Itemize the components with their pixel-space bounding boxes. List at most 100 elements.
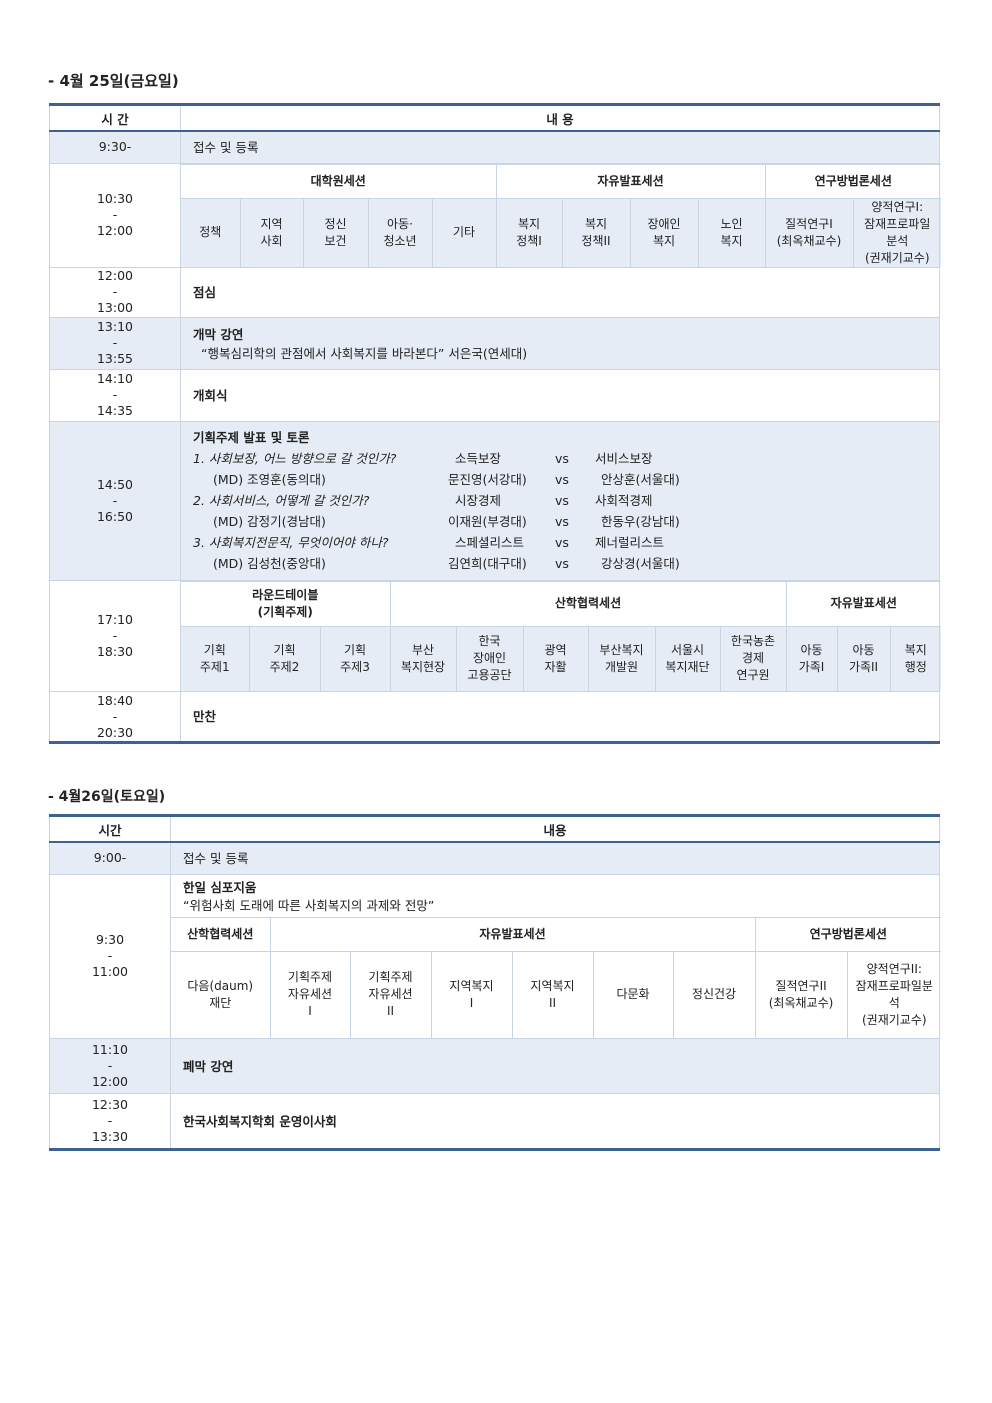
session-item: 기획 주제1 [181,625,250,691]
session-item: 광역 자활 [522,625,589,691]
session-group: 자유발표세션 [495,163,766,199]
time-line: 10:30 [96,191,134,206]
session-item: 양적연구II: 잠재프로파일분 석 (권재기교수) [846,950,942,1038]
time: 18:40-20:30 [49,691,181,743]
time: 11:10-12:00 [49,1038,171,1094]
time: 13:10-13:55 [49,316,181,370]
time-line: 18:30 [96,643,134,659]
session-item: 복지 행정 [889,625,942,691]
session-item: 부산 복지현장 [389,625,457,691]
session-item: 아동· 청소년 [367,197,433,267]
session-item: 부산복지 개발원 [587,625,656,691]
dinner: 만찬 [180,691,940,743]
side-b: 서비스보장 [595,451,653,466]
side-b: 제너럴리스트 [595,535,665,550]
side-a: 시장경제 [455,493,502,508]
time-line: 12:00 [96,223,134,238]
session-item: 지역복지 I [430,950,513,1038]
vs-label: vs [555,514,569,529]
session-item: 지역 사회 [239,197,304,267]
session-group: 대학원세션 [181,163,497,199]
speaker-a: 문진영(서강대) [448,472,527,487]
moderator: (MD) 감정기(경남대) [213,514,326,529]
moderator: (MD) 김성천(중앙대) [213,556,326,571]
side-a: 스페셜리스트 [455,535,525,550]
session-table: 대학원세션 자유발표세션 연구방법론세션 정책 지역 사회 정신 보건 아동· 청소년 기타 복지 정책… [181,163,941,267]
symposium-theme: “위험사회 도래에 따른 사회복지의 과제와 전망” [183,897,435,913]
time-line: 14:35 [96,403,134,418]
header-time: 시간 [49,815,171,843]
session-group: 산학협력세션 [389,580,787,627]
time-line: 17:10 [96,611,134,627]
session-item: 복지 정책I [495,197,563,267]
time-line: - [112,708,118,724]
session-item: 기획주제 자유세션 II [349,950,432,1038]
closing-lecture: 폐막 강연 [170,1038,940,1094]
time-line: 13:55 [96,351,134,366]
session-item: 기타 [431,197,497,267]
time: 17:10-18:30 [49,579,181,692]
session-item: 질적연구I (최옥채교수) [764,197,854,267]
time: 10:30-12:00 [49,162,181,268]
debate-topic: 3. 사회복지전문직, 무엇이어야 하나? 스페셜리스트 vs 제너럴리스트 [193,532,939,553]
session-group: 연구방법론세션 [754,916,942,952]
session-item: 서울시 복지재단 [654,625,721,691]
vs-label: vs [555,472,569,487]
time-line: 14:10 [96,371,134,386]
session-item: 한국 장애인 고용공단 [455,625,524,691]
time-line: - [112,207,118,222]
time-line: - [112,284,118,299]
topic-question: 2. 사회서비스, 어떻게 갈 것인가? [193,493,370,508]
debate-speakers: (MD) 감정기(경남대) 이재원(부경대) vs 한동우(강남대) [193,511,939,532]
day2-title: - 4월26일(토요일) [48,789,166,805]
session-table: 라운드테이블 (기획주제) 산학협력세션 자유발표세션 기획 주제1 기획 주제2 기획 주제3 부… [181,580,942,691]
registration: 접수 및 등록 [170,841,940,875]
topic-question: 3. 사회복지전문직, 무엇이어야 하나? [193,535,389,550]
speaker-b: 한동우(강남대) [601,514,680,529]
session-grid: 대학원세션 자유발표세션 연구방법론세션 정책 지역 사회 정신 보건 아동· 청소년 기타 복지 정책… [180,162,941,268]
lunch: 점심 [180,266,940,318]
time-line: 13:30 [91,1129,129,1144]
time-line: 13:00 [96,300,134,315]
header-time: 시 간 [49,104,181,132]
opening-lecture-text: “행복심리학의 관점에서 사회복지를 바라본다” 서은국(연세대) [201,345,528,361]
time-line: 11:00 [91,964,129,980]
symposium-intro: 한일 심포지움 “위험사회 도래에 따른 사회복지의 과제와 전망” [171,875,939,917]
time: 12:30-13:30 [49,1093,171,1150]
session-group: 자유발표세션 [785,580,942,627]
vs-label: vs [555,493,569,508]
time: 9:30- [49,130,181,164]
time-line: - [107,1058,113,1073]
time-line: 12:00 [91,1074,129,1089]
session-item: 아동 가족I [785,625,838,691]
topic-question: 1. 사회보장, 어느 방향으로 갈 것인가? [193,451,397,466]
session-item: 다문화 [592,950,674,1038]
time: 14:10-14:35 [49,368,181,422]
time-line: - [107,948,113,964]
session-table: 산학협력세션 자유발표세션 연구방법론세션 다음(daum) 재단 기획주제 자유세션 I 기획… [171,916,942,1038]
speaker-a: 김연희(대구대) [448,556,527,571]
opening-lecture-title: 개막 강연 [193,326,244,342]
session-item: 다음(daum) 재단 [171,950,271,1038]
time-line: 11:10 [91,1042,129,1057]
time-line: - [112,492,118,508]
vs-label: vs [555,556,569,571]
time-line: 12:30 [91,1097,129,1112]
session-grid: 라운드테이블 (기획주제) 산학협력세션 자유발표세션 기획 주제1 기획 주제2 기획 주제3 부… [180,579,942,692]
time-line: 13:10 [96,319,134,334]
time: 14:50-16:50 [49,420,181,581]
debate-speakers: (MD) 조영훈(동의대) 문진영(서강대) vs 안상훈(서울대) [193,469,939,490]
session-group: 자유발표세션 [269,916,756,952]
session-item: 기획 주제2 [248,625,321,691]
registration: 접수 및 등록 [180,130,940,164]
session-item: 아동 가족II [836,625,891,691]
header-content: 내용 [170,815,940,843]
board-meeting: 한국사회복지학회 운영이사회 [170,1093,940,1150]
side-a: 소득보장 [455,451,502,466]
session-item: 노인 복지 [697,197,766,267]
debate-title: 기획주제 발표 및 토론 [193,430,310,445]
day2-schedule-table: 시간 내용 9:00- 접수 및 등록 9:30-11:00 한일 심포지움 “위험사회… [49,814,942,1151]
time-line: 20:30 [96,724,134,740]
session-item: 정신 보건 [302,197,369,267]
